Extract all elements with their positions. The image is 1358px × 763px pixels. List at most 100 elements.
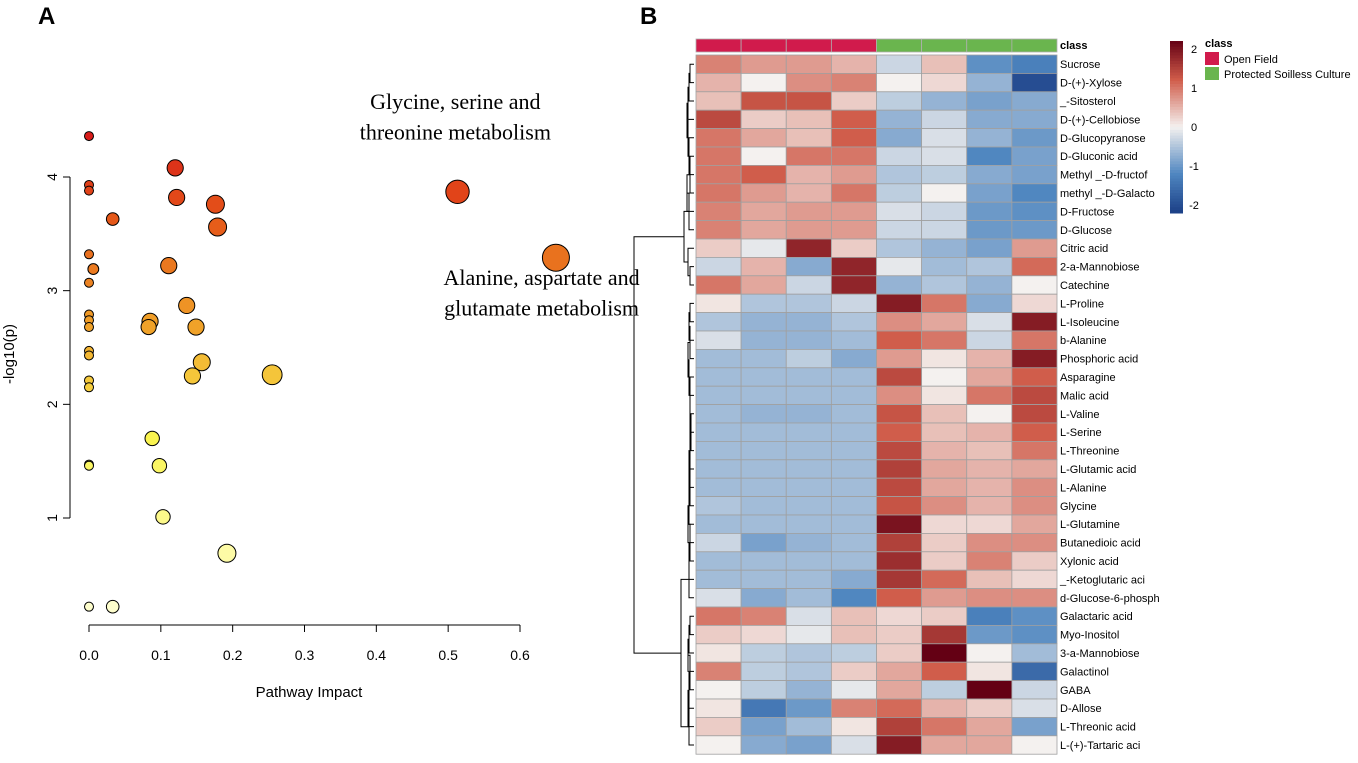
heatmap-cell: [1011, 533, 1058, 553]
heatmap-cell: [695, 735, 742, 755]
heatmap-cell: [876, 680, 923, 700]
heatmap-cell: [740, 91, 787, 111]
heatmap-cell: [785, 588, 832, 608]
colorbar-segment: [1170, 135, 1183, 139]
heatmap-cell: [740, 348, 787, 369]
colorbar-tick-label: -1: [1189, 161, 1199, 173]
heatmap-cell: [1011, 404, 1058, 424]
heatmap-cell: [695, 588, 742, 608]
class-bar-cell: [966, 38, 1013, 53]
heatmap-row-label: Methyl _-D-fructof: [1060, 170, 1148, 182]
x-tick-label: 0.3: [295, 647, 315, 663]
heatmap-cell: [1011, 293, 1058, 314]
heatmap-row-label: Citric acid: [1060, 243, 1108, 255]
colorbar-segment: [1170, 66, 1183, 71]
heatmap-cell: [830, 128, 877, 148]
heatmap-cell: [876, 330, 923, 350]
heatmap-cell: [740, 496, 787, 516]
scatter-ticks: 0.0 0.1 0.2 0.3 0.4 0.5 0.6 1 2 3 4: [44, 173, 530, 663]
heatmap-cell: [1011, 422, 1058, 442]
colorbar-segment: [1170, 127, 1183, 131]
colorbar-segment: [1170, 152, 1183, 157]
heatmap-cell: [785, 643, 832, 663]
heatmap-cell: [695, 256, 742, 277]
heatmap-row-label: Sucrose: [1060, 59, 1100, 71]
heatmap-cell: [966, 459, 1013, 479]
heatmap-cell: [830, 404, 877, 424]
pathway-annotation: threonine metabolism: [360, 119, 551, 144]
heatmap-cell: [740, 238, 787, 258]
class-legend-swatch: [1205, 67, 1219, 80]
scatter-points: [84, 131, 570, 614]
x-tick-label: 0.6: [510, 647, 530, 663]
class-bar-cell: [785, 38, 832, 53]
heatmap-cell: [966, 312, 1013, 332]
heatmap-cell: [921, 91, 968, 111]
heatmap-cell: [830, 496, 877, 516]
heatmap-cell: [1011, 440, 1058, 461]
heatmap-cell: [1011, 680, 1058, 700]
heatmap-row-label: d-Glucose-6-phosph: [1060, 593, 1160, 605]
heatmap-cell: [695, 514, 742, 534]
heatmap-cell: [1011, 348, 1058, 369]
colorbar-tick-label: 0: [1191, 122, 1197, 134]
colorbar-segment: [1170, 95, 1183, 99]
heatmap-cell: [1011, 367, 1058, 387]
heatmap-cell: [966, 514, 1013, 534]
panel-label-b: B: [640, 3, 657, 30]
scatter-point: [84, 131, 94, 142]
heatmap-cell: [695, 220, 742, 240]
heatmap-cell: [876, 643, 923, 663]
heatmap-cell: [966, 625, 1013, 645]
heatmap-cell: [1011, 385, 1058, 406]
heatmap-cell: [921, 73, 968, 93]
heatmap-cell: [785, 680, 832, 700]
colorbar-segment: [1170, 43, 1183, 48]
heatmap-cell: [695, 625, 742, 645]
heatmap-cell: [695, 661, 742, 682]
heatmap-cell: [876, 735, 923, 755]
heatmap-cell: [876, 367, 923, 387]
heatmap-cell: [966, 238, 1013, 258]
heatmap-cell: [695, 477, 742, 498]
heatmap-cell: [695, 330, 742, 350]
class-bar-cell: [1011, 38, 1058, 53]
heatmap-row-label: Malic acid: [1060, 390, 1109, 402]
heatmap-cell: [876, 348, 923, 369]
heatmap-row-label: Glycine: [1060, 501, 1097, 513]
heatmap-cell: [921, 275, 968, 295]
heatmap-cell: [830, 698, 877, 718]
colorbar-segment: [1170, 210, 1183, 214]
heatmap-cell: [830, 588, 877, 608]
heatmap-cell: [695, 54, 742, 74]
heatmap-cell: [785, 73, 832, 93]
scatter-point: [208, 217, 228, 237]
heatmap-cell: [695, 643, 742, 663]
heatmap-row-label: Galactaric acid: [1060, 611, 1133, 623]
heatmap-row-label: D-Glucose: [1060, 225, 1112, 237]
heatmap-cell: [785, 367, 832, 387]
heatmap-cell: [1011, 128, 1058, 148]
scatter-point: [84, 460, 94, 471]
heatmap-row-label: Phosphoric acid: [1060, 354, 1138, 366]
heatmap-cell: [1011, 330, 1058, 350]
colorbar-segment: [1170, 198, 1183, 203]
heatmap-cell: [830, 201, 877, 221]
heatmap-cell: [876, 606, 923, 626]
heatmap-cell: [785, 348, 832, 369]
heatmap-cell: [1011, 183, 1058, 203]
heatmap-cell: [830, 477, 877, 498]
heatmap-cell: [921, 440, 968, 461]
heatmap-cell: [876, 312, 923, 332]
heatmap-cell: [876, 73, 923, 93]
colorbar-segment: [1170, 184, 1183, 188]
heatmap-cell: [830, 348, 877, 369]
class-bar-cell: [740, 38, 787, 53]
heatmap-cell: [785, 459, 832, 479]
heatmap-cell: [921, 109, 968, 129]
heatmap-row-label: L-Threonine: [1060, 446, 1119, 458]
colorbar-tick-label: -2: [1189, 200, 1199, 212]
heatmap-cell: [966, 735, 1013, 755]
scatter-point: [160, 257, 178, 275]
heatmap-cell: [740, 735, 787, 755]
